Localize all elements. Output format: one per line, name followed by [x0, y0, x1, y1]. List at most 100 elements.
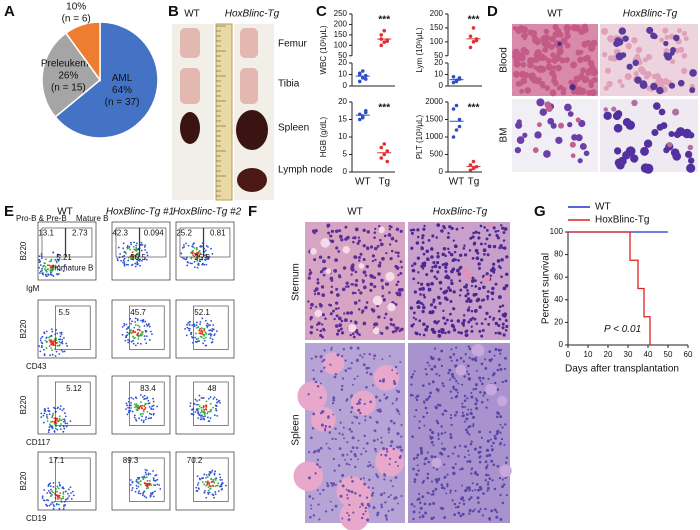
- cell: [477, 501, 480, 504]
- cell: [379, 242, 384, 247]
- dot: [468, 45, 473, 50]
- cell: [460, 467, 464, 471]
- cell: [357, 439, 360, 442]
- cell: [492, 268, 496, 272]
- cell: [317, 321, 321, 325]
- cell: [387, 431, 390, 434]
- cell: [470, 325, 473, 328]
- flow-event: [130, 396, 133, 399]
- flow-event: [63, 350, 66, 353]
- cell: [430, 367, 434, 371]
- cell: [352, 335, 356, 339]
- flow-event: [131, 487, 134, 489]
- flow-event: [181, 246, 184, 249]
- cell: [479, 379, 482, 383]
- cell: [430, 247, 434, 251]
- y-tick-label: 50: [338, 51, 347, 60]
- cell: [455, 380, 458, 383]
- cell: [319, 355, 323, 359]
- cell: [459, 356, 463, 360]
- flow-event: [134, 265, 137, 268]
- x-tick-label: Tg: [378, 177, 390, 188]
- dot: [379, 33, 384, 37]
- flow-event: [191, 324, 194, 327]
- cell: [335, 314, 339, 318]
- flow-event: [48, 426, 51, 428]
- cell: [482, 394, 485, 397]
- cell: [373, 429, 377, 433]
- cell: [427, 460, 431, 464]
- cell: [482, 492, 485, 495]
- cell: [450, 359, 453, 362]
- flow-event: [65, 342, 68, 345]
- cell: [310, 436, 313, 440]
- dot: [454, 79, 459, 84]
- flow-event: [119, 252, 122, 255]
- cell: [449, 299, 453, 303]
- axis-label: B220: [19, 241, 28, 260]
- cell: [384, 397, 388, 400]
- cell: [412, 457, 416, 460]
- flow-event: [69, 420, 72, 423]
- cell: [500, 437, 504, 441]
- cell: [433, 347, 437, 350]
- cell: [348, 324, 357, 333]
- cell: [561, 86, 567, 92]
- dot: [363, 77, 368, 81]
- cell: [417, 281, 420, 285]
- flow-event: [143, 325, 146, 327]
- flow-event: [150, 417, 153, 419]
- cell: [412, 510, 416, 514]
- cell: [456, 391, 459, 394]
- cell: [426, 491, 429, 495]
- cell: [450, 372, 454, 376]
- dot: [451, 74, 456, 79]
- cell: [452, 328, 457, 332]
- slice-count: (n = 37): [105, 97, 140, 108]
- cell: [320, 335, 324, 339]
- cell: [472, 425, 475, 428]
- cell: [451, 258, 455, 263]
- flow-event: [198, 399, 201, 401]
- gate-value: 5.5: [59, 308, 71, 317]
- cell: [334, 504, 338, 508]
- flow-event: [195, 324, 198, 327]
- cell: [360, 516, 364, 520]
- cell: [317, 503, 320, 506]
- flow-event: [205, 244, 208, 247]
- flow-event: [134, 324, 137, 326]
- axis-label: CD19: [26, 514, 47, 523]
- flow-event: [127, 327, 129, 329]
- cell: [613, 123, 623, 133]
- cell: [543, 28, 550, 35]
- cell: [447, 330, 451, 334]
- cell: [479, 507, 482, 511]
- cell: [376, 511, 380, 515]
- row-label: Tibia: [278, 79, 300, 90]
- cell: [460, 496, 465, 500]
- cell: [433, 305, 437, 309]
- cell: [413, 415, 416, 418]
- flow-event: [45, 275, 48, 278]
- flow-event: [140, 334, 143, 337]
- cell: [424, 406, 428, 410]
- flow-event: [134, 418, 137, 421]
- cell: [418, 501, 422, 504]
- flow-event: [39, 337, 42, 340]
- cell: [590, 39, 598, 47]
- flow-event: [152, 495, 155, 498]
- flow-event: [213, 414, 216, 417]
- cell: [354, 270, 358, 274]
- cell: [395, 283, 399, 287]
- cell: [467, 486, 471, 490]
- cell: [437, 389, 440, 391]
- cell: [483, 226, 486, 229]
- cell: [465, 299, 469, 303]
- cell: [332, 398, 336, 402]
- cell: [344, 285, 348, 288]
- cell: [536, 122, 542, 128]
- cell: [371, 491, 375, 495]
- flow-event: [123, 260, 126, 263]
- cell: [545, 57, 552, 64]
- cell: [409, 228, 413, 232]
